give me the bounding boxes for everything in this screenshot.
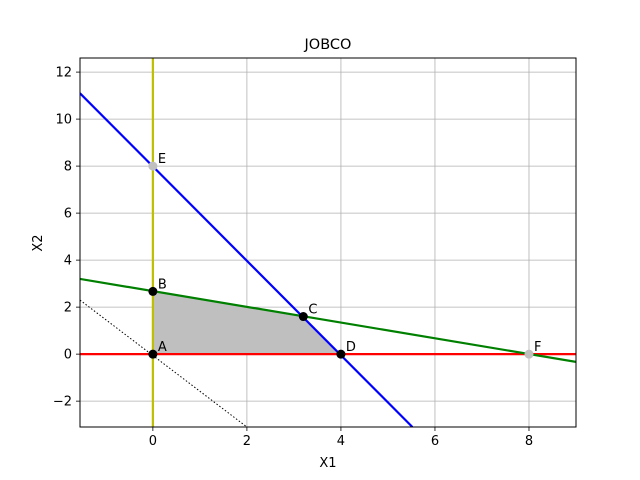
green-constraint-line (80, 277, 576, 363)
blue-constraint-line (80, 92, 414, 427)
x-tick-label: 2 (243, 434, 251, 449)
y-axis-label: X2 (31, 234, 46, 251)
y-tick-label: 4 (64, 254, 72, 269)
point-label-d: D (346, 340, 356, 355)
point-e (148, 161, 158, 171)
point-label-c: C (308, 303, 317, 318)
y-tick-label: 8 (64, 160, 72, 175)
plot-content: A B C D E F (80, 58, 576, 427)
point-b (148, 286, 158, 296)
chart-title: JOBCO (304, 37, 352, 53)
point-f (524, 349, 534, 359)
y-tick-label: 0 (64, 348, 72, 363)
point-label-a: A (158, 340, 167, 355)
point-d (336, 349, 346, 359)
plot-frame (79, 57, 577, 428)
plot-area: A B C D E F 0 2 4 6 8 −2 0 2 4 6 8 10 12 (53, 57, 577, 449)
x-tick-label: 6 (431, 434, 439, 449)
y-tick-label: 12 (55, 66, 72, 81)
point-label-e: E (158, 152, 166, 167)
feasible-region (152, 291, 341, 355)
y-tick-label: −2 (53, 395, 72, 410)
y-tick-label: 10 (55, 113, 72, 128)
point-label-f: F (534, 340, 541, 355)
point-c (298, 312, 308, 322)
point-a (148, 349, 158, 359)
x-tick-label: 8 (525, 434, 533, 449)
y-tick-label: 6 (64, 207, 72, 222)
y-tick-label: 2 (64, 301, 72, 316)
x-tick-label: 4 (337, 434, 345, 449)
x-tick-label: 0 (149, 434, 157, 449)
point-label-b: B (158, 277, 167, 292)
x-axis-label: X1 (319, 456, 336, 471)
